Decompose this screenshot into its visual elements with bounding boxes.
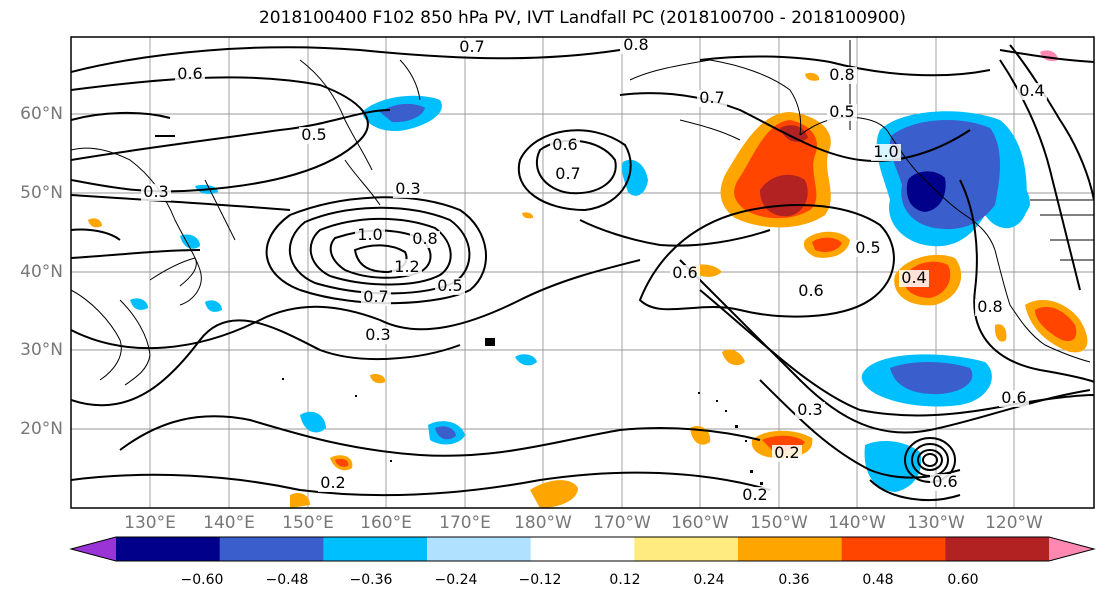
colorbar-swatch [945, 537, 1050, 561]
colorbar-swatch [219, 537, 324, 561]
colorbar-tick: 0.24 [693, 572, 725, 588]
contour-label: 0.2 [774, 443, 799, 462]
contour-label: 0.7 [699, 88, 724, 107]
contour-label: 0.6 [177, 64, 202, 83]
contour-label: 0.4 [901, 268, 926, 287]
lat-label-20n: 20°N [20, 419, 63, 439]
lon-label-140e: 140°E [203, 513, 255, 533]
contour-label: 0.6 [552, 135, 577, 154]
colorbar-tick: −0.36 [349, 572, 393, 588]
lon-label-130e: 130°E [124, 513, 176, 533]
contour-label: 1.0 [873, 142, 898, 161]
colorbar-tick: −0.24 [434, 572, 478, 588]
islands [155, 135, 763, 485]
colorbar-tick: 0.60 [947, 572, 979, 588]
shaded-regions [88, 50, 1088, 508]
colorbar-tick: 0.12 [609, 572, 641, 588]
lon-label-160w: 160°W [671, 513, 729, 533]
lon-label-130w: 130°W [907, 513, 965, 533]
contour-label: 0.7 [459, 37, 484, 56]
colorbar-tick: 0.36 [778, 572, 810, 588]
contour-label: 0.5 [855, 238, 880, 257]
contour-label: 0.8 [829, 65, 854, 84]
lon-label-170e: 170°E [439, 513, 491, 533]
contour-label: 0.3 [395, 179, 420, 198]
contour-label: 0.3 [365, 325, 390, 344]
contour-label: 0.8 [977, 297, 1002, 316]
contour-label: 0.2 [742, 485, 767, 504]
contour-label: 0.6 [932, 472, 957, 491]
colorbar [69, 536, 1096, 562]
colorbar-tick: −0.60 [180, 572, 224, 588]
contour-label: 0.5 [829, 102, 854, 121]
contour-label: 0.7 [555, 164, 580, 183]
lat-label-60n: 60°N [20, 104, 63, 124]
colorbar-swatch [530, 537, 635, 561]
lon-label-160e: 160°E [360, 513, 412, 533]
map-frame [70, 36, 1095, 509]
contour-label: 1.0 [357, 225, 382, 244]
colorbar-extend-low [71, 537, 116, 561]
colorbar-swatch [323, 537, 428, 561]
colorbar-extend-high [1049, 537, 1094, 561]
contour-label: 0.4 [1019, 81, 1044, 100]
colorbar-swatch [116, 537, 221, 561]
contour-label: 0.7 [363, 287, 388, 306]
colorbar-tick: −0.48 [265, 572, 309, 588]
lon-label-120w: 120°W [985, 513, 1043, 533]
lat-label-30n: 30°N [20, 340, 63, 360]
colorbar-tick: 0.48 [862, 572, 894, 588]
contour-label: 0.8 [623, 35, 648, 54]
contour-label: 0.5 [437, 276, 462, 295]
lon-label-180w: 180°W [514, 513, 572, 533]
contours [71, 44, 1094, 501]
contour-label: 0.6 [1001, 388, 1026, 407]
contour-label: 0.3 [143, 182, 168, 201]
colorbar-swatch [738, 537, 843, 561]
contour-label: 1.2 [394, 257, 419, 276]
lon-label-140w: 140°W [828, 513, 886, 533]
colorbar-swatch [841, 537, 946, 561]
contour-label: 0.5 [301, 125, 326, 144]
contour-labels: 0.7 0.8 0.6 0.8 0.7 0.4 0.5 0.5 0.3 0.6 0.7 0.3 1.0 0… [141, 35, 1047, 504]
contour-label: 0.3 [797, 400, 822, 419]
lon-label-150e: 150°E [282, 513, 334, 533]
contour-label: 0.6 [672, 263, 697, 282]
lat-label-50n: 50°N [20, 183, 63, 203]
colorbar-tick: −0.12 [518, 572, 562, 588]
contour-label: 0.8 [412, 229, 437, 248]
colorbar-swatch [427, 537, 532, 561]
lat-label-40n: 40°N [20, 262, 63, 282]
map-title: 2018100400 F102 850 hPa PV, IVT Landfall… [258, 8, 906, 28]
contour-label: 0.6 [798, 281, 823, 300]
lon-label-150w: 150°W [750, 513, 808, 533]
contour-label: 0.2 [320, 473, 345, 492]
colorbar-swatch [634, 537, 739, 561]
lon-label-170w: 170°W [593, 513, 651, 533]
